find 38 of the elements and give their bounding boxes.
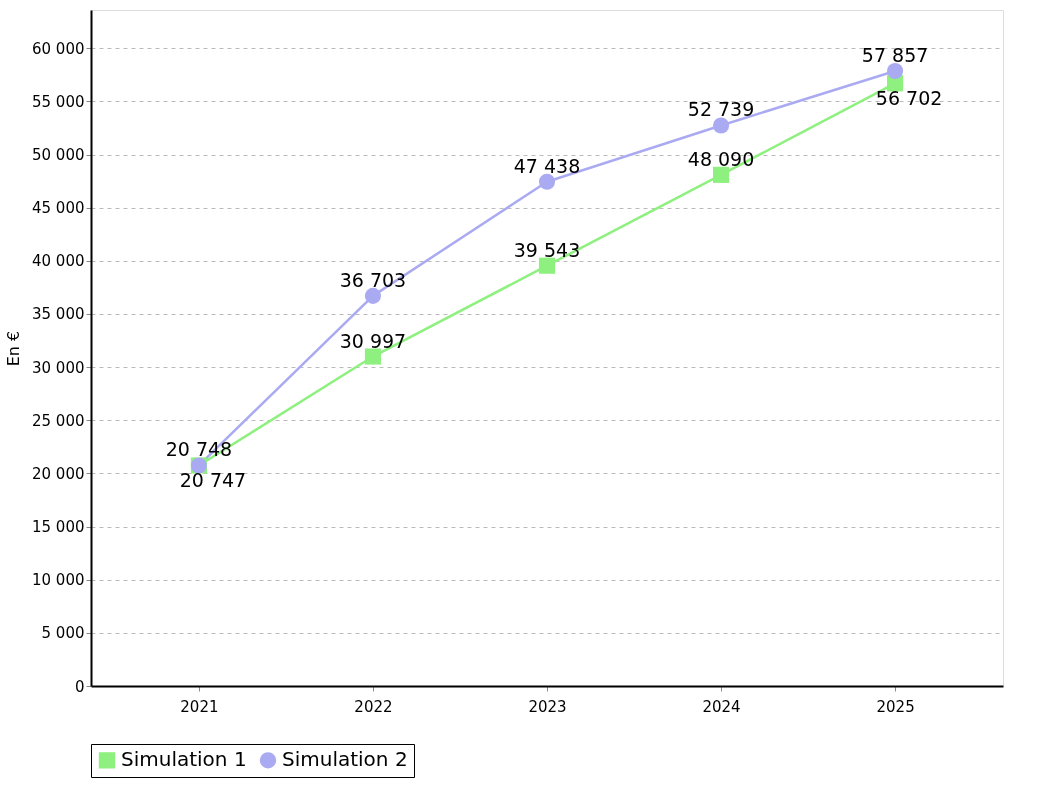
y-tick-label: 50 000 xyxy=(32,146,85,165)
legend-label: Simulation 2 xyxy=(282,747,408,772)
y-tick-label: 10 000 xyxy=(32,571,85,590)
data-label: 56 702 xyxy=(875,87,943,110)
x-tick-label: 2021 xyxy=(180,697,219,716)
data-label: 20 748 xyxy=(165,438,233,461)
y-tick-label: 0 xyxy=(74,677,85,696)
y-tick-label: 35 000 xyxy=(32,305,85,324)
y-tick-label: 25 000 xyxy=(32,411,85,430)
data-label: 20 747 xyxy=(179,469,247,492)
x-tick-label: 2022 xyxy=(354,697,393,716)
point xyxy=(364,348,382,365)
data-label: 39 543 xyxy=(513,238,581,261)
data-label: 47 438 xyxy=(513,154,581,177)
y-tick-label: 45 000 xyxy=(32,199,85,218)
point xyxy=(538,257,556,274)
y-tick-label: 60 000 xyxy=(32,39,85,58)
y-tick-label: 15 000 xyxy=(32,518,85,537)
point xyxy=(538,173,556,190)
y-axis-title: En € xyxy=(4,330,24,367)
data-label: 57 857 xyxy=(861,44,929,67)
data-label: 48 090 xyxy=(687,147,755,170)
y-tick-label: 20 000 xyxy=(32,464,85,483)
x-tick-label: 2025 xyxy=(876,697,915,716)
y-tick-label: 40 000 xyxy=(32,252,85,271)
x-tick-label: 2023 xyxy=(528,697,567,716)
data-label: 30 997 xyxy=(339,329,407,352)
y-tick-label: 30 000 xyxy=(32,358,85,377)
data-label: 36 703 xyxy=(339,268,407,291)
point xyxy=(887,63,904,80)
legend-label: Simulation 1 xyxy=(121,747,247,772)
point xyxy=(712,166,730,183)
y-tick-label: 55 000 xyxy=(32,92,85,111)
point xyxy=(712,117,730,134)
data-label: 52 739 xyxy=(687,98,755,121)
y-tick-label: 5 000 xyxy=(41,624,85,643)
point xyxy=(364,287,382,304)
x-tick-label: 2024 xyxy=(702,697,741,716)
